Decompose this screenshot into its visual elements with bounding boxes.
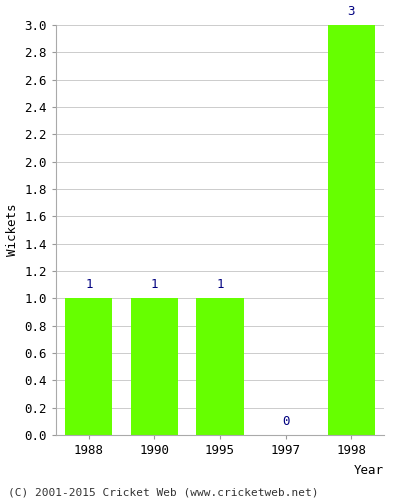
Text: Year: Year [354,464,384,476]
Bar [131,298,178,435]
Text: 1: 1 [216,278,224,291]
Bar [65,298,112,435]
Bar [328,25,375,435]
Text: (C) 2001-2015 Cricket Web (www.cricketweb.net): (C) 2001-2015 Cricket Web (www.cricketwe… [8,488,318,498]
Bar [196,298,244,435]
Text: 1: 1 [85,278,92,291]
Text: 3: 3 [348,5,355,18]
Text: 1: 1 [151,278,158,291]
Y-axis label: Wickets: Wickets [6,204,19,256]
Text: 0: 0 [282,415,289,428]
